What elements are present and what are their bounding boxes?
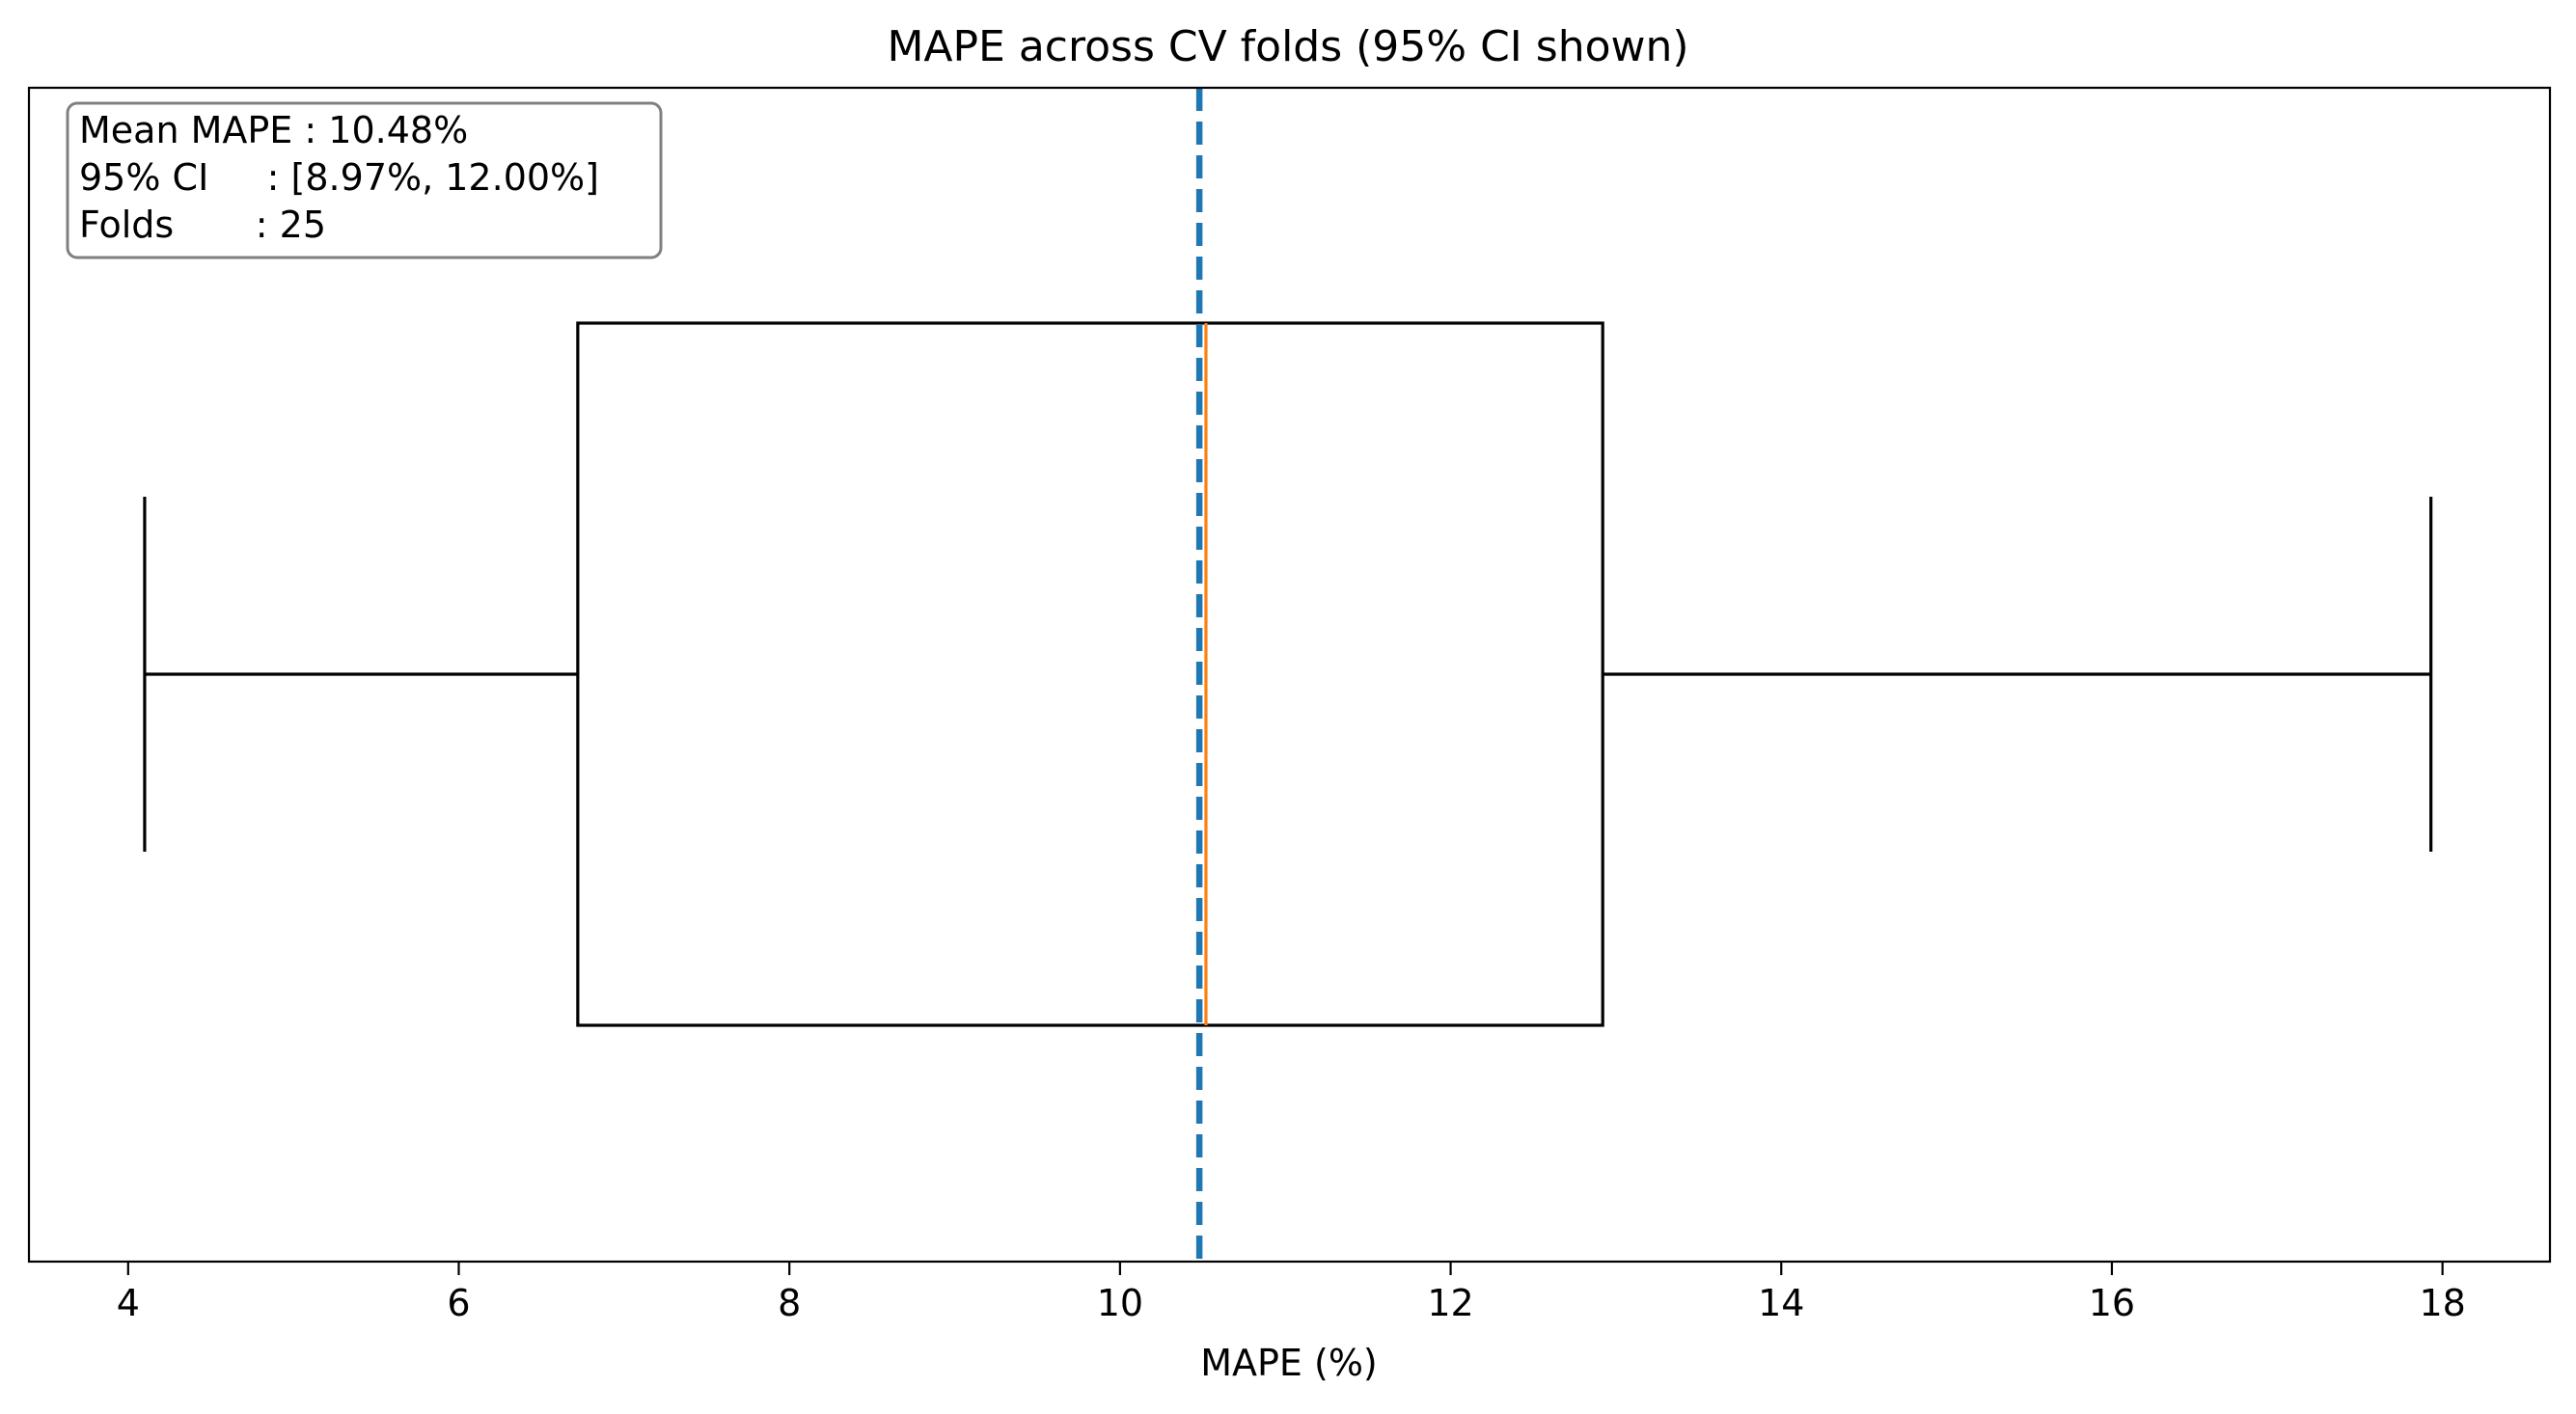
- x-axis: 4 6 8 10 12 14 16 18: [117, 1262, 2466, 1324]
- x-tick-label: 18: [2419, 1282, 2465, 1324]
- x-tick-label: 8: [778, 1282, 801, 1324]
- stats-line-mean: Mean MAPE : 10.48%: [79, 109, 468, 151]
- stats-line-folds: Folds : 25: [79, 204, 326, 246]
- x-tick-label: 12: [1427, 1282, 1473, 1324]
- stats-box: Mean MAPE : 10.48% 95% CI : [8.97%, 12.0…: [66, 101, 663, 259]
- stats-box-frame: [66, 101, 663, 259]
- chart-title: MAPE across CV folds (95% CI shown): [887, 22, 1688, 71]
- x-tick-label: 10: [1097, 1282, 1143, 1324]
- x-tick-label: 6: [447, 1282, 470, 1324]
- box-iqr: [576, 321, 1604, 1027]
- plot-area: [143, 88, 2433, 1262]
- x-tick-label: 14: [1758, 1282, 1804, 1324]
- x-axis-label: MAPE (%): [1200, 1342, 1378, 1384]
- axes-frame: [27, 86, 2552, 1264]
- stats-line-ci: 95% CI : [8.97%, 12.00%]: [79, 156, 599, 199]
- x-tick-label: 16: [2089, 1282, 2135, 1324]
- x-tick-label: 4: [117, 1282, 140, 1324]
